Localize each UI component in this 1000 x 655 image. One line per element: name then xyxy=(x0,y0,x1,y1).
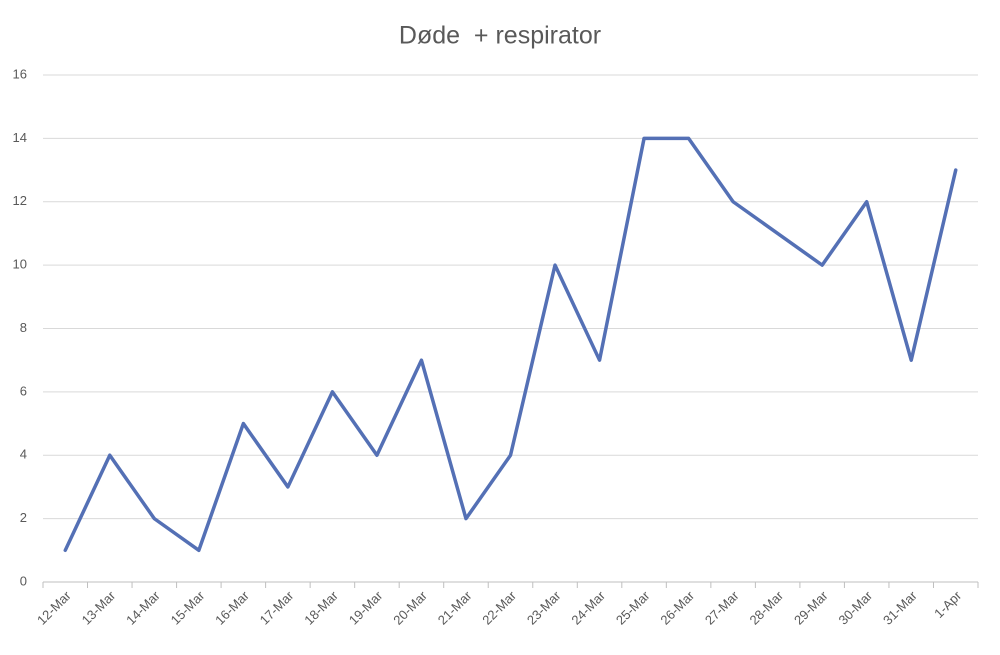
chart-title: Døde + respirator xyxy=(399,22,601,50)
y-tick-label: 0 xyxy=(20,573,27,588)
y-tick-label: 2 xyxy=(20,510,27,525)
y-tick-label: 10 xyxy=(13,257,27,272)
y-tick-label: 16 xyxy=(13,66,27,81)
y-tick-label: 14 xyxy=(13,130,27,145)
data-line xyxy=(63,136,958,553)
y-tick-label: 4 xyxy=(20,447,27,462)
y-tick-label: 8 xyxy=(20,320,27,335)
y-tick-label: 6 xyxy=(20,383,27,398)
y-tick-label: 12 xyxy=(13,193,27,208)
